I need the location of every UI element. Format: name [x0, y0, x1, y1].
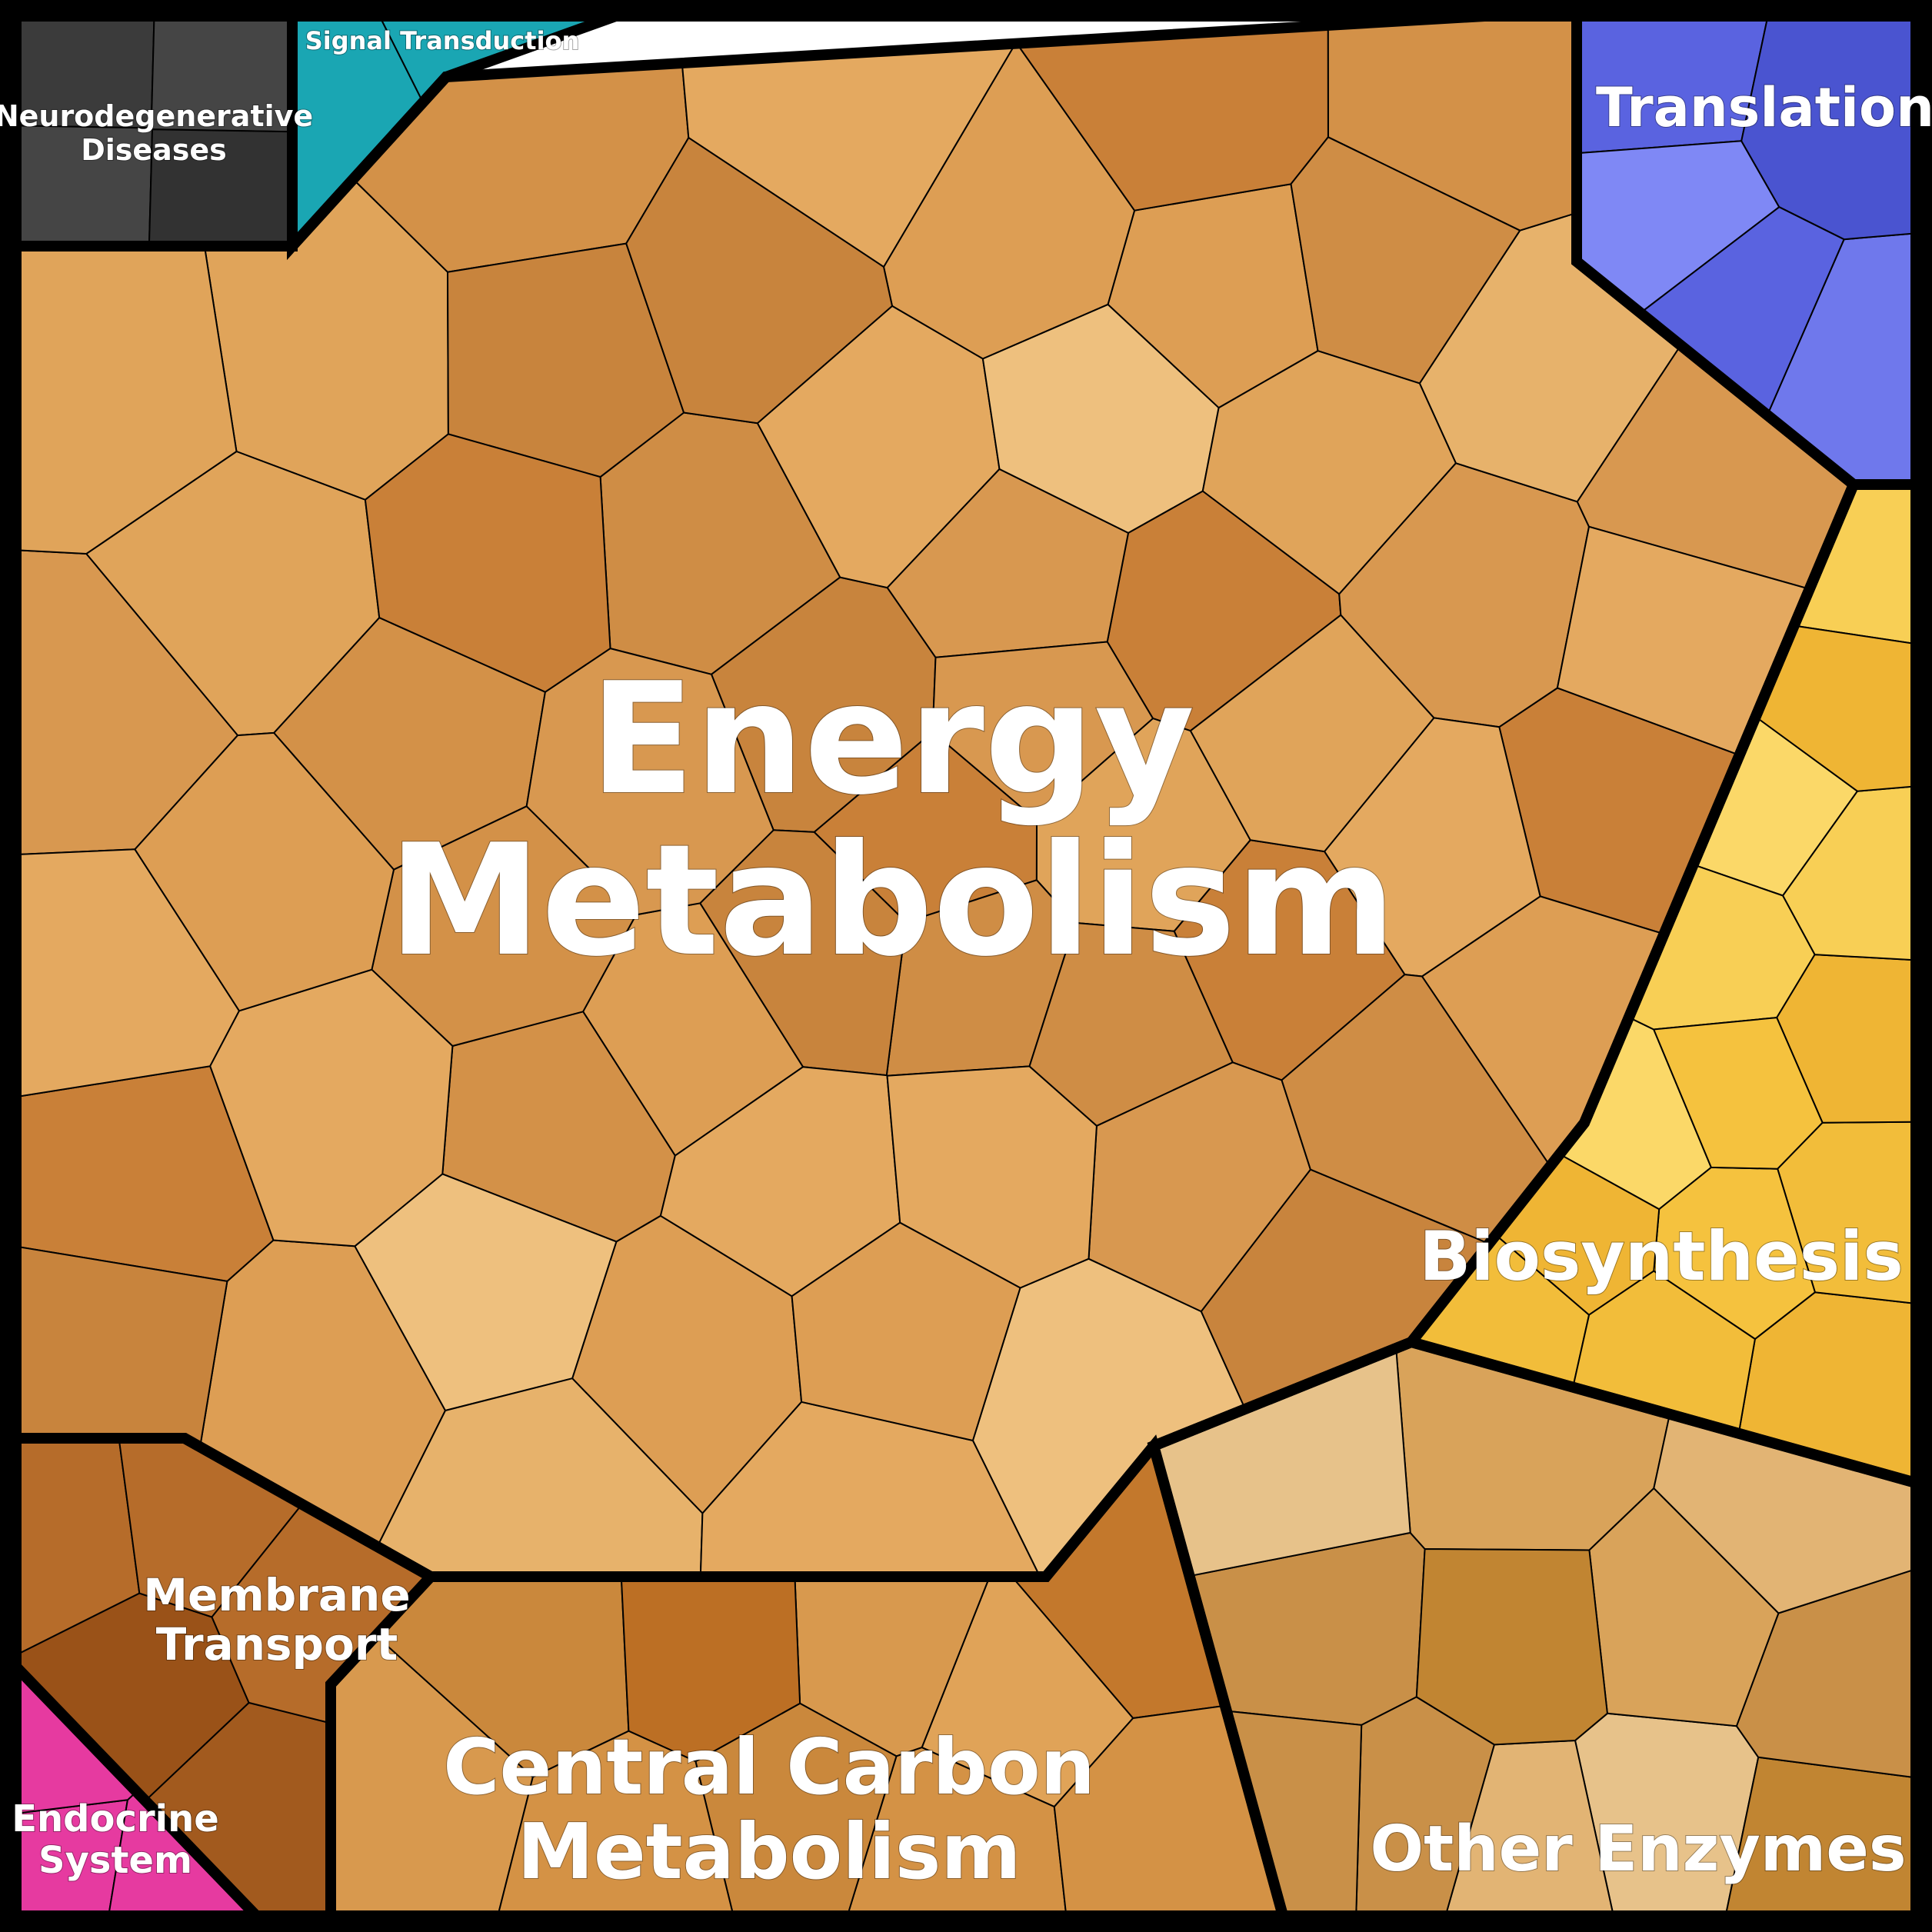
label-endocrine-system: EndocrineSystem [12, 1797, 219, 1882]
label-membrane-transport: MembraneTransport [143, 1569, 410, 1671]
cell [11, 1246, 227, 1447]
label-signal-transduction: Signal Transduction [305, 26, 580, 55]
label-central-carbon-metabolism: Central CarbonMetabolism [443, 1722, 1095, 1897]
cell [1417, 1549, 1607, 1744]
voronoi-treemap: EnergyMetabolismBiosynthesisOther Enzyme… [0, 0, 1932, 1932]
label-translation: Translation [1596, 76, 1932, 139]
label-biosynthesis: Biosynthesis [1419, 1217, 1903, 1296]
label-other-enzymes: Other Enzymes [1370, 1813, 1906, 1886]
